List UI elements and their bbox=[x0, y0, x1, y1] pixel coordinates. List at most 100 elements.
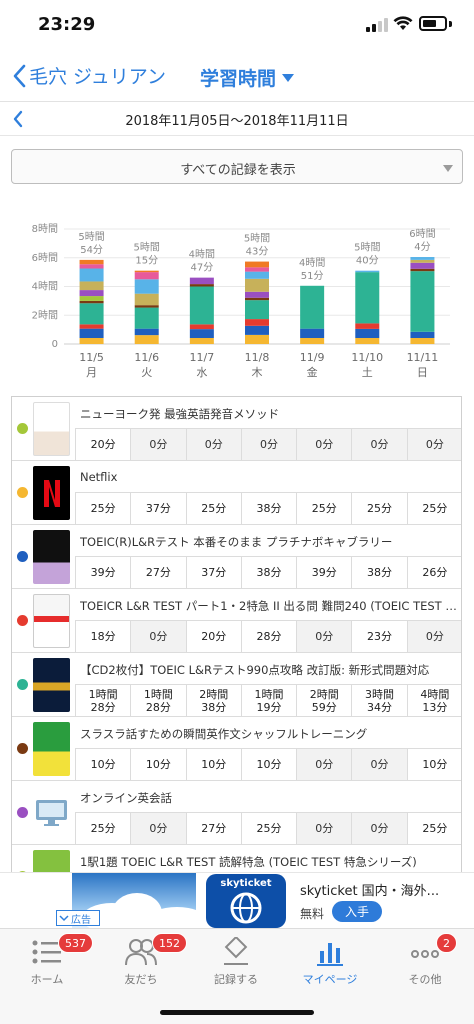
series-color-dot bbox=[17, 807, 28, 818]
view-selector[interactable]: 学習時間 bbox=[200, 64, 295, 91]
daily-times: 25分 37分 25分 38分 25分 25分 25分 bbox=[75, 492, 461, 524]
time-cell: 0分 bbox=[130, 429, 186, 460]
tab-more[interactable]: その他 2 bbox=[378, 929, 472, 999]
bar-segment bbox=[355, 270, 380, 273]
book-cover-image bbox=[33, 402, 70, 456]
book-row[interactable]: TOEICR L&R TEST パート1・2特急 II 出る問 難問240 (T… bbox=[12, 589, 461, 653]
book-row[interactable]: TOEIC(R)L&Rテスト 本番そのまま プラチナボキャブラリー 39分 27分 3… bbox=[12, 525, 461, 589]
home-indicator bbox=[160, 1010, 314, 1015]
book-row[interactable]: 【CD2枚付】TOEIC L&Rテスト990点攻略 改訂版: 新形式問題対応 1時… bbox=[12, 653, 461, 717]
bar-segment bbox=[79, 338, 104, 344]
total-minutes-label: 51分 bbox=[301, 270, 324, 282]
record-filter-select[interactable]: すべての記録を表示 bbox=[11, 149, 463, 184]
total-minutes-label: 43分 bbox=[246, 246, 269, 258]
daily-times: 20分 0分 0分 0分 0分 0分 0分 bbox=[75, 428, 461, 460]
total-hours-label: 5時間 bbox=[244, 233, 270, 245]
bar-segment bbox=[79, 264, 104, 269]
bar-segment bbox=[189, 329, 214, 339]
book-row[interactable]: 1駅1題 TOEIC L&R TEST 読解特急 (TOEIC TEST 特急シ… bbox=[12, 845, 461, 872]
series-color-dot bbox=[17, 487, 28, 498]
daily-times: 10分 10分 10分 10分 0分 0分 10分 bbox=[75, 748, 461, 780]
ad-badge: 広告 bbox=[56, 910, 100, 926]
time-cell: 27分 bbox=[185, 813, 241, 844]
book-row[interactable]: オンライン英会話 25分 0分 27分 25分 0分 0分 25分 bbox=[12, 781, 461, 845]
time-cell: 0分 bbox=[130, 621, 186, 652]
notification-badge: 152 bbox=[152, 933, 187, 953]
bar-segment bbox=[245, 278, 269, 292]
bar-segment bbox=[410, 331, 435, 339]
chevron-left-icon bbox=[13, 64, 26, 87]
time-cell: 39分 bbox=[75, 557, 130, 588]
time-cell: 37分 bbox=[130, 493, 185, 524]
book-list: ニューヨーク発 最強英語発音メソッド 20分 0分 0分 0分 0分 0分 0分 Netflix… bbox=[11, 396, 462, 872]
bar-segment bbox=[410, 259, 435, 263]
list-icon bbox=[32, 940, 61, 964]
time-cell: 25分 bbox=[351, 493, 406, 524]
time-cell: 2時間 59分 bbox=[296, 685, 351, 716]
get-button[interactable]: 入手 bbox=[332, 901, 382, 922]
book-cover-image bbox=[33, 466, 70, 520]
back-label: 毛穴 ジュリアン bbox=[29, 66, 166, 88]
previous-week-button[interactable] bbox=[12, 110, 24, 128]
time-cell: 0分 bbox=[185, 429, 241, 460]
time-cell: 28分 bbox=[240, 621, 296, 652]
bar-segment bbox=[189, 324, 214, 330]
time-cell: 0分 bbox=[240, 429, 297, 460]
bar-segment bbox=[300, 328, 325, 339]
total-minutes-label: 15分 bbox=[135, 255, 158, 267]
tab-record[interactable]: 記録する bbox=[189, 929, 283, 999]
bar-segment bbox=[245, 271, 269, 279]
page-title: 学習時間 bbox=[200, 68, 277, 90]
app-icon[interactable]: skyticket bbox=[206, 874, 286, 928]
bar-segment bbox=[189, 286, 214, 325]
tab-mypage[interactable]: マイページ bbox=[283, 929, 377, 999]
book-cover-image bbox=[33, 722, 70, 776]
total-hours-label: 5時間 bbox=[134, 242, 160, 254]
x-tick-label: 11/7 bbox=[190, 351, 215, 364]
book-row[interactable]: スラスラ話すための瞬間英作文シャッフルトレーニング 10分 10分 10分 10分 0分 0… bbox=[12, 717, 461, 781]
bar-segment bbox=[79, 268, 104, 282]
series-color-dot bbox=[17, 551, 28, 562]
back-button[interactable]: 毛穴 ジュリアン bbox=[12, 62, 166, 89]
time-cell: 38分 bbox=[351, 557, 406, 588]
y-tick-label: 8時間 bbox=[32, 223, 58, 235]
book-row[interactable]: Netflix 25分 37分 25分 38分 25分 25分 25分 bbox=[12, 461, 461, 525]
weekday-label: 日 bbox=[417, 366, 428, 379]
tab-friends[interactable]: 友だち 152 bbox=[94, 929, 188, 999]
bar-segment bbox=[355, 323, 380, 329]
bar-segment bbox=[189, 338, 214, 344]
battery-icon bbox=[419, 16, 447, 31]
time-cell: 23分 bbox=[351, 621, 406, 652]
time-cell: 2時間 38分 bbox=[185, 685, 241, 716]
chevron-down-icon bbox=[59, 915, 69, 922]
book-title: 【CD2枚付】TOEIC L&Rテスト990点攻略 改訂版: 新形式問題対応 bbox=[80, 663, 430, 677]
total-minutes-label: 4分 bbox=[414, 241, 430, 253]
time-cell: 0分 bbox=[296, 749, 352, 780]
time-cell: 10分 bbox=[240, 749, 296, 780]
book-title: Netflix bbox=[80, 470, 118, 484]
tab-home[interactable]: ホーム 537 bbox=[0, 929, 94, 999]
app-icon-label: skyticket bbox=[220, 878, 272, 889]
bar-segment bbox=[79, 324, 104, 329]
time-cell: 0分 bbox=[130, 813, 186, 844]
time-cell: 0分 bbox=[351, 429, 407, 460]
bar-segment bbox=[245, 267, 269, 272]
bar-segment bbox=[410, 271, 435, 332]
time-cell: 0分 bbox=[351, 813, 407, 844]
x-tick-label: 11/6 bbox=[134, 351, 159, 364]
total-hours-label: 5時間 bbox=[78, 231, 104, 243]
time-cell: 1時間 28分 bbox=[130, 685, 185, 716]
bar-segment bbox=[134, 272, 159, 280]
book-cover-image bbox=[33, 594, 70, 648]
total-minutes-label: 40分 bbox=[356, 255, 379, 267]
total-minutes-label: 47分 bbox=[190, 262, 213, 274]
bar-segment bbox=[79, 303, 104, 325]
book-row[interactable]: ニューヨーク発 最強英語発音メソッド 20分 0分 0分 0分 0分 0分 0分 bbox=[12, 397, 461, 461]
bar-segment bbox=[134, 305, 159, 308]
bar-segment bbox=[134, 307, 159, 329]
total-hours-label: 5時間 bbox=[354, 242, 380, 254]
time-cell: 0分 bbox=[296, 813, 352, 844]
bar-segment bbox=[410, 257, 435, 260]
total-minutes-label: 54分 bbox=[80, 244, 103, 256]
weekday-label: 火 bbox=[141, 366, 152, 379]
